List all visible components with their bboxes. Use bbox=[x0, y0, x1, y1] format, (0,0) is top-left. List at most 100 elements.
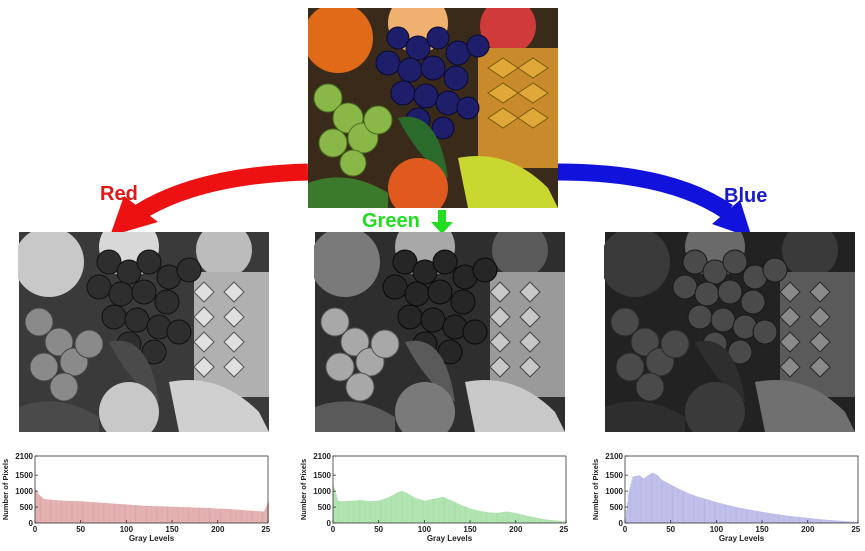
histogram-bar bbox=[647, 475, 649, 523]
histogram-bar bbox=[45, 499, 47, 523]
blue-arrow bbox=[557, 163, 733, 220]
histogram-bar bbox=[652, 472, 654, 523]
histogram-bar bbox=[227, 509, 229, 523]
histogram-bar bbox=[738, 507, 740, 523]
x-tick-label: 150 bbox=[755, 525, 769, 534]
histogram-bar bbox=[496, 512, 498, 523]
plot-frame bbox=[34, 455, 269, 524]
histogram-bar bbox=[494, 512, 496, 523]
histogram-bar bbox=[721, 503, 723, 523]
histogram-bar bbox=[140, 505, 141, 523]
histogram-bar bbox=[440, 497, 442, 523]
histogram-bar bbox=[229, 509, 231, 523]
histogram-bar bbox=[360, 500, 362, 523]
histogram-bar bbox=[483, 511, 485, 523]
red-arrowhead bbox=[110, 196, 158, 236]
histogram-bar bbox=[63, 500, 65, 523]
histogram-bar bbox=[666, 482, 668, 523]
histogram-bar bbox=[405, 492, 407, 523]
histogram-bar bbox=[798, 516, 800, 523]
histogram-bar bbox=[815, 518, 816, 523]
histogram-bar bbox=[243, 510, 245, 523]
histogram-bar bbox=[698, 496, 700, 523]
histogram-bar bbox=[557, 520, 559, 523]
color-fruit-photo bbox=[308, 8, 558, 208]
histogram-bar bbox=[640, 476, 642, 523]
histogram-bar bbox=[750, 509, 752, 523]
histogram-bar bbox=[460, 504, 461, 523]
histogram-bar bbox=[519, 514, 521, 523]
histogram-bar bbox=[342, 501, 344, 523]
histogram-bar bbox=[427, 500, 429, 523]
histogram-bar bbox=[166, 506, 168, 523]
histogram-bar bbox=[172, 506, 174, 523]
histogram-bar bbox=[191, 507, 193, 523]
histogram-bar bbox=[833, 520, 835, 523]
histogram-bar bbox=[771, 513, 773, 523]
histogram-bar bbox=[72, 501, 74, 523]
histogram-bar bbox=[53, 500, 55, 523]
histogram-bar bbox=[88, 501, 90, 523]
histogram-bar bbox=[669, 484, 671, 523]
histogram-bar bbox=[123, 504, 125, 523]
histogram-bar bbox=[256, 511, 258, 523]
histogram-bar bbox=[162, 506, 163, 523]
histogram-bar bbox=[253, 510, 255, 523]
histogram-bar bbox=[843, 521, 845, 523]
histogram-bar bbox=[389, 496, 391, 523]
histogram-bar bbox=[375, 500, 376, 523]
histogram-bar bbox=[794, 516, 796, 523]
histogram-bar bbox=[100, 502, 102, 523]
histogram-bar bbox=[239, 509, 241, 523]
histogram-bar bbox=[149, 505, 151, 523]
histogram-bar bbox=[658, 477, 660, 523]
histogram-bar bbox=[430, 499, 432, 523]
histogram-bar bbox=[479, 510, 481, 523]
histogram-bar bbox=[857, 521, 858, 523]
histogram-bar bbox=[130, 504, 131, 523]
histogram-bar bbox=[692, 494, 694, 523]
histogram-bar bbox=[404, 492, 406, 523]
histogram-bar bbox=[682, 490, 684, 523]
histogram-bar bbox=[529, 516, 531, 523]
x-tick-label: 50 bbox=[374, 525, 383, 534]
histogram-bar bbox=[662, 480, 664, 523]
histogram-bar bbox=[221, 508, 223, 523]
histogram-bar bbox=[59, 500, 61, 523]
histogram-bar bbox=[140, 505, 142, 523]
histogram-bar bbox=[554, 520, 556, 523]
histogram-bar bbox=[133, 505, 135, 523]
histogram-bar bbox=[343, 501, 344, 523]
histogram-bar bbox=[341, 501, 343, 523]
histogram-bar bbox=[263, 511, 265, 523]
histogram-bar bbox=[646, 476, 647, 523]
histogram-bar bbox=[534, 517, 536, 523]
histogram-bar bbox=[707, 499, 709, 523]
histogram-bar bbox=[763, 512, 765, 523]
histogram-bar bbox=[124, 504, 126, 523]
histogram-bar bbox=[663, 480, 665, 523]
histogram-bar bbox=[392, 494, 394, 523]
histogram-bar bbox=[165, 506, 167, 523]
histogram-bar bbox=[186, 507, 188, 523]
histogram-bar bbox=[212, 508, 214, 523]
histogram-bar bbox=[512, 512, 514, 523]
histogram-bar bbox=[674, 486, 676, 523]
histogram-bar bbox=[758, 511, 760, 523]
histogram-bar bbox=[442, 496, 444, 523]
histogram-bar bbox=[396, 492, 398, 523]
histogram-bar bbox=[160, 506, 162, 523]
histogram-bar bbox=[482, 511, 484, 523]
histogram-bar bbox=[478, 510, 480, 523]
histogram-bar bbox=[448, 499, 450, 523]
histogram-bar bbox=[791, 516, 793, 523]
histogram-bar bbox=[347, 500, 349, 523]
histogram-bar bbox=[78, 501, 80, 523]
histogram-bar bbox=[532, 516, 534, 523]
histogram-bar bbox=[233, 509, 235, 523]
histogram-bar bbox=[486, 512, 488, 523]
histogram-bar bbox=[410, 495, 412, 523]
histogram-bar bbox=[443, 497, 445, 523]
histogram-bar bbox=[473, 509, 475, 523]
histogram-bar bbox=[693, 495, 695, 523]
